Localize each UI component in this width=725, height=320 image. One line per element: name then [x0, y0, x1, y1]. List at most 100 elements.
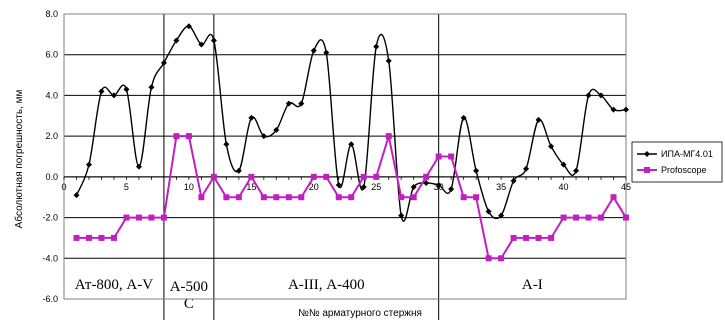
y-tick-label: 2.0 — [45, 131, 58, 141]
data-point — [198, 41, 205, 48]
data-point — [410, 184, 417, 191]
data-point — [398, 212, 405, 219]
data-point — [560, 161, 567, 168]
data-point — [373, 173, 380, 180]
y-tick-label: -2.0 — [42, 213, 58, 223]
series-1 — [73, 23, 629, 222]
x-axis-title: №№ арматурного стержня — [298, 308, 422, 319]
data-point — [235, 167, 242, 174]
series-line — [75, 25, 627, 222]
series-2 — [73, 133, 629, 262]
data-point — [323, 173, 330, 180]
x-tick-label: 40 — [559, 182, 569, 192]
y-tick-label: -6.0 — [42, 294, 58, 304]
data-point — [310, 47, 317, 54]
chart-grid — [64, 13, 626, 300]
data-point — [510, 234, 517, 241]
y-tick-label: 4.0 — [45, 90, 58, 100]
x-tick-label: 35 — [496, 182, 506, 192]
chart-axes: -6.0-4.0-2.00.02.04.06.08.00510152025303… — [42, 9, 631, 304]
data-point — [210, 37, 217, 44]
data-point — [98, 88, 105, 95]
data-point — [185, 23, 192, 30]
x-tick-label: 0 — [61, 182, 66, 192]
data-point — [285, 100, 292, 107]
data-point — [360, 173, 367, 180]
data-point — [160, 59, 167, 66]
data-point — [298, 194, 305, 201]
data-point — [473, 167, 480, 174]
data-point — [498, 212, 505, 219]
data-point — [298, 100, 305, 107]
data-point — [348, 141, 355, 148]
x-tick-label: 10 — [184, 182, 194, 192]
data-point — [498, 255, 505, 262]
data-point — [73, 192, 80, 199]
data-point — [110, 92, 117, 99]
data-point — [573, 214, 580, 221]
data-point — [523, 234, 530, 241]
data-point — [423, 173, 430, 180]
region-label: А-500 С — [170, 279, 208, 312]
data-point — [460, 114, 467, 121]
region-label: Ат-800, А-V — [75, 277, 153, 293]
data-point — [585, 214, 592, 221]
data-point — [610, 194, 617, 201]
data-point — [348, 194, 355, 201]
data-point — [598, 214, 605, 221]
data-point — [185, 133, 192, 140]
data-point — [223, 141, 230, 148]
chart-series — [73, 23, 629, 262]
data-point — [435, 182, 442, 188]
data-point — [523, 165, 530, 172]
data-point — [485, 255, 492, 262]
data-point — [573, 167, 580, 174]
data-point — [473, 194, 480, 201]
data-point — [598, 92, 605, 99]
data-point — [548, 143, 555, 150]
data-point — [160, 214, 167, 221]
data-point — [623, 214, 629, 221]
plot-frame — [63, 13, 627, 300]
data-point — [260, 133, 267, 140]
data-point — [285, 194, 292, 201]
legend-label: Profoscope — [661, 165, 707, 175]
data-point — [385, 57, 392, 64]
data-point — [123, 214, 130, 221]
chart-legend: ИПА-МГ4.01 Profoscope — [631, 141, 723, 183]
data-point — [148, 84, 155, 91]
data-point — [373, 43, 380, 50]
data-point — [110, 234, 117, 241]
region-label: А-I — [522, 277, 543, 293]
data-point — [85, 234, 92, 241]
data-point — [248, 114, 255, 121]
data-point — [98, 234, 105, 241]
legend-box — [631, 141, 723, 183]
data-point — [248, 173, 255, 180]
data-point — [585, 92, 592, 99]
data-point — [510, 177, 517, 184]
y-tick-label: 8.0 — [45, 9, 58, 19]
data-point — [85, 161, 92, 168]
x-tick-label: 20 — [309, 182, 319, 192]
data-point — [173, 37, 180, 44]
data-point — [460, 194, 467, 201]
data-point — [435, 153, 442, 160]
data-point — [235, 194, 242, 201]
data-point — [173, 133, 180, 140]
data-point — [310, 173, 317, 180]
data-point — [448, 153, 455, 160]
data-point — [223, 194, 230, 201]
y-tick-label: -4.0 — [42, 253, 58, 263]
data-point — [335, 182, 342, 188]
legend-marker — [644, 167, 650, 173]
data-point — [623, 106, 629, 113]
data-point — [535, 234, 542, 241]
data-point — [335, 194, 342, 201]
data-point — [273, 194, 280, 201]
y-tick-label: 0.0 — [45, 172, 58, 182]
data-point — [560, 214, 567, 221]
data-point — [398, 194, 405, 201]
data-point — [135, 214, 142, 221]
